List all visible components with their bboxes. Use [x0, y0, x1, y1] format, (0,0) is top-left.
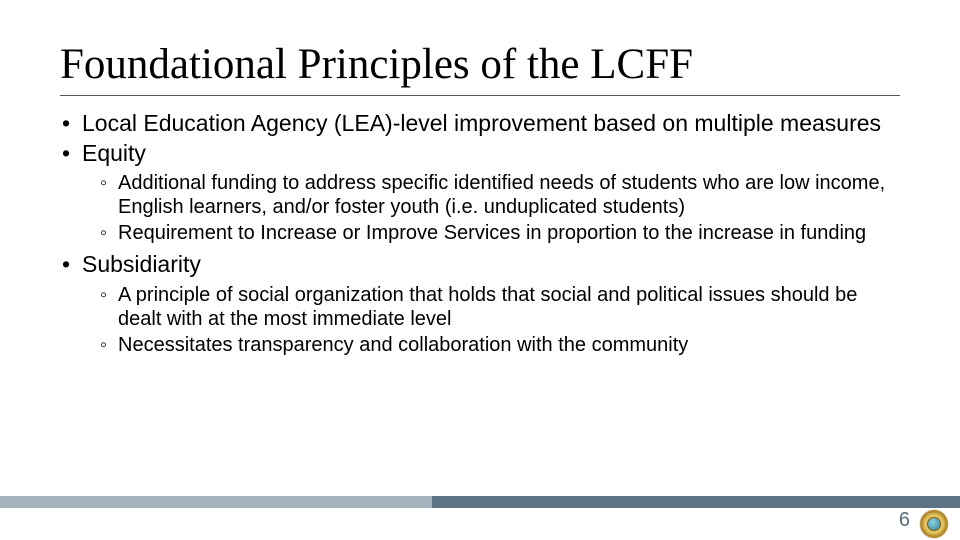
sub-bullet-list: A principle of social organization that … — [82, 283, 900, 357]
footer-bar-left — [0, 496, 432, 508]
seal-icon — [920, 510, 948, 538]
sub-bullet-list: Additional funding to address specific i… — [82, 171, 900, 245]
bullet-list: Local Education Agency (LEA)-level impro… — [60, 110, 900, 357]
bullet-item: Equity Additional funding to address spe… — [60, 140, 900, 246]
sub-bullet-text: A principle of social organization that … — [118, 284, 857, 330]
bullet-item: Subsidiarity A principle of social organ… — [60, 251, 900, 357]
slide: Foundational Principles of the LCFF Loca… — [0, 0, 960, 540]
sub-bullet-item: A principle of social organization that … — [100, 283, 900, 331]
sub-bullet-item: Necessitates transparency and collaborat… — [100, 333, 900, 357]
sub-bullet-item: Requirement to Increase or Improve Servi… — [100, 221, 900, 245]
sub-bullet-item: Additional funding to address specific i… — [100, 171, 900, 219]
seal-outer — [920, 510, 948, 538]
seal-inner — [927, 517, 941, 531]
sub-bullet-text: Additional funding to address specific i… — [118, 172, 885, 218]
sub-bullet-text: Requirement to Increase or Improve Servi… — [118, 222, 866, 244]
sub-bullet-text: Necessitates transparency and collaborat… — [118, 334, 688, 356]
bullet-text: Local Education Agency (LEA)-level impro… — [82, 110, 881, 136]
footer-bar — [0, 496, 960, 508]
bullet-text: Equity — [82, 140, 146, 166]
page-number: 6 — [899, 509, 910, 532]
slide-title: Foundational Principles of the LCFF — [60, 40, 900, 96]
bullet-item: Local Education Agency (LEA)-level impro… — [60, 110, 900, 138]
footer-bar-right — [432, 496, 960, 508]
bullet-text: Subsidiarity — [82, 251, 201, 277]
